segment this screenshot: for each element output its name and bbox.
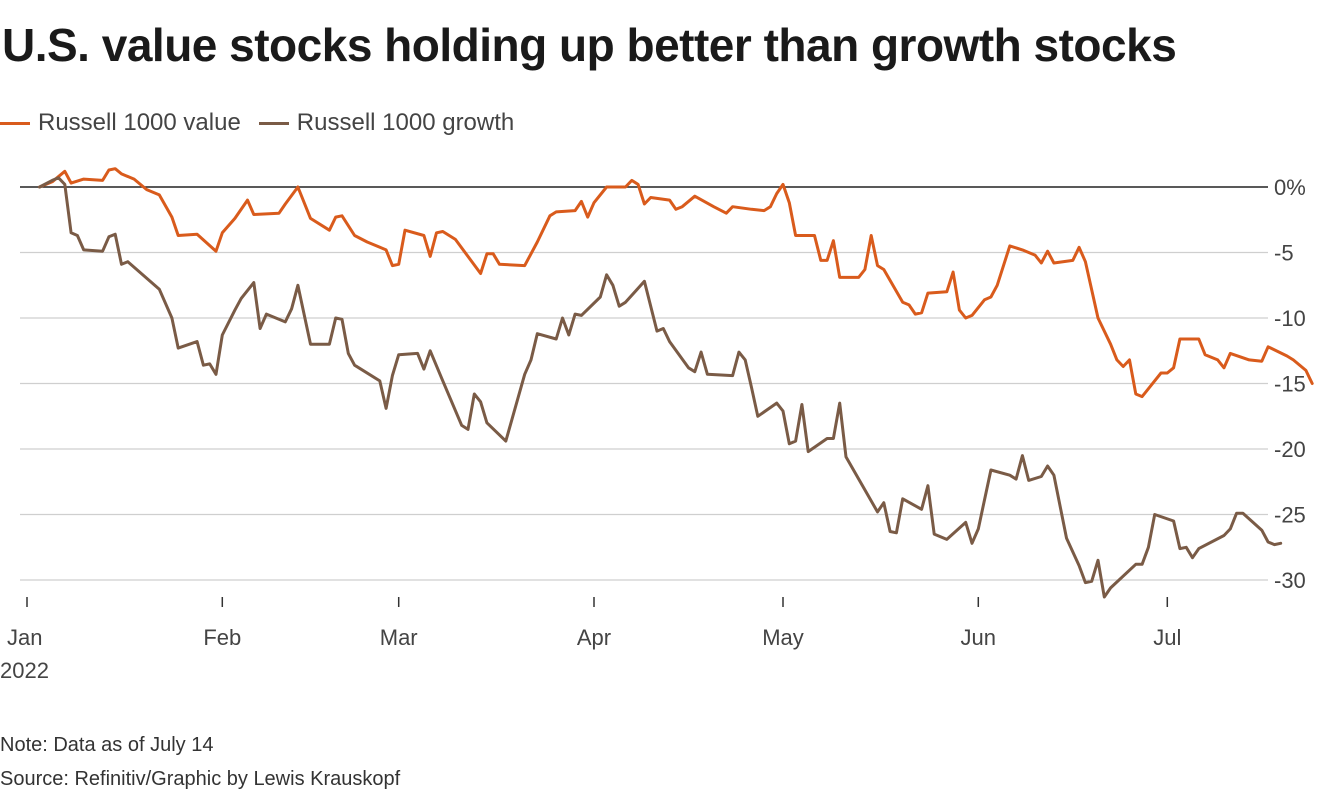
x-tick-label: Jan bbox=[7, 625, 42, 650]
legend: Russell 1000 value Russell 1000 growth bbox=[0, 108, 532, 138]
chart-title: U.S. value stocks holding up better than… bbox=[2, 19, 1177, 71]
y-tick-label: -5 bbox=[1274, 241, 1294, 266]
legend-label-value: Russell 1000 value bbox=[38, 109, 241, 136]
x-tick-sublabel: 2022 bbox=[0, 658, 49, 683]
x-tick-label: Apr bbox=[577, 625, 611, 650]
y-tick-label: -25 bbox=[1274, 503, 1306, 528]
x-tick-label: Mar bbox=[380, 625, 418, 650]
legend-label-growth: Russell 1000 growth bbox=[296, 109, 515, 136]
x-tick-label: May bbox=[762, 625, 804, 650]
y-tick-label: -20 bbox=[1274, 437, 1306, 462]
x-tick-label: Jun bbox=[961, 625, 996, 650]
y-tick-label: 0% bbox=[1274, 175, 1306, 200]
y-tick-label: -10 bbox=[1274, 306, 1306, 331]
x-tick-label: Feb bbox=[203, 625, 241, 650]
legend-swatch-value bbox=[0, 121, 30, 125]
series-line-value bbox=[38, 167, 1314, 399]
chart-note: Note: Data as of July 14 bbox=[0, 734, 214, 756]
line-chart: 0% -5 -10 -15 -20 -25 -30 Jan 2022 Feb Mar Apr May Ju… bbox=[0, 167, 1314, 683]
series-line-growth bbox=[38, 176, 1283, 599]
legend-swatch-growth bbox=[258, 121, 289, 125]
y-tick-label: -30 bbox=[1274, 568, 1306, 593]
y-tick-label: -15 bbox=[1274, 372, 1306, 397]
legend-item-value: Russell 1000 value bbox=[0, 109, 241, 137]
legend-item-growth: Russell 1000 growth bbox=[258, 109, 515, 137]
chart-source: Source: Refinitiv/Graphic by Lewis Kraus… bbox=[0, 768, 401, 790]
x-tick-label: Jul bbox=[1153, 625, 1181, 650]
